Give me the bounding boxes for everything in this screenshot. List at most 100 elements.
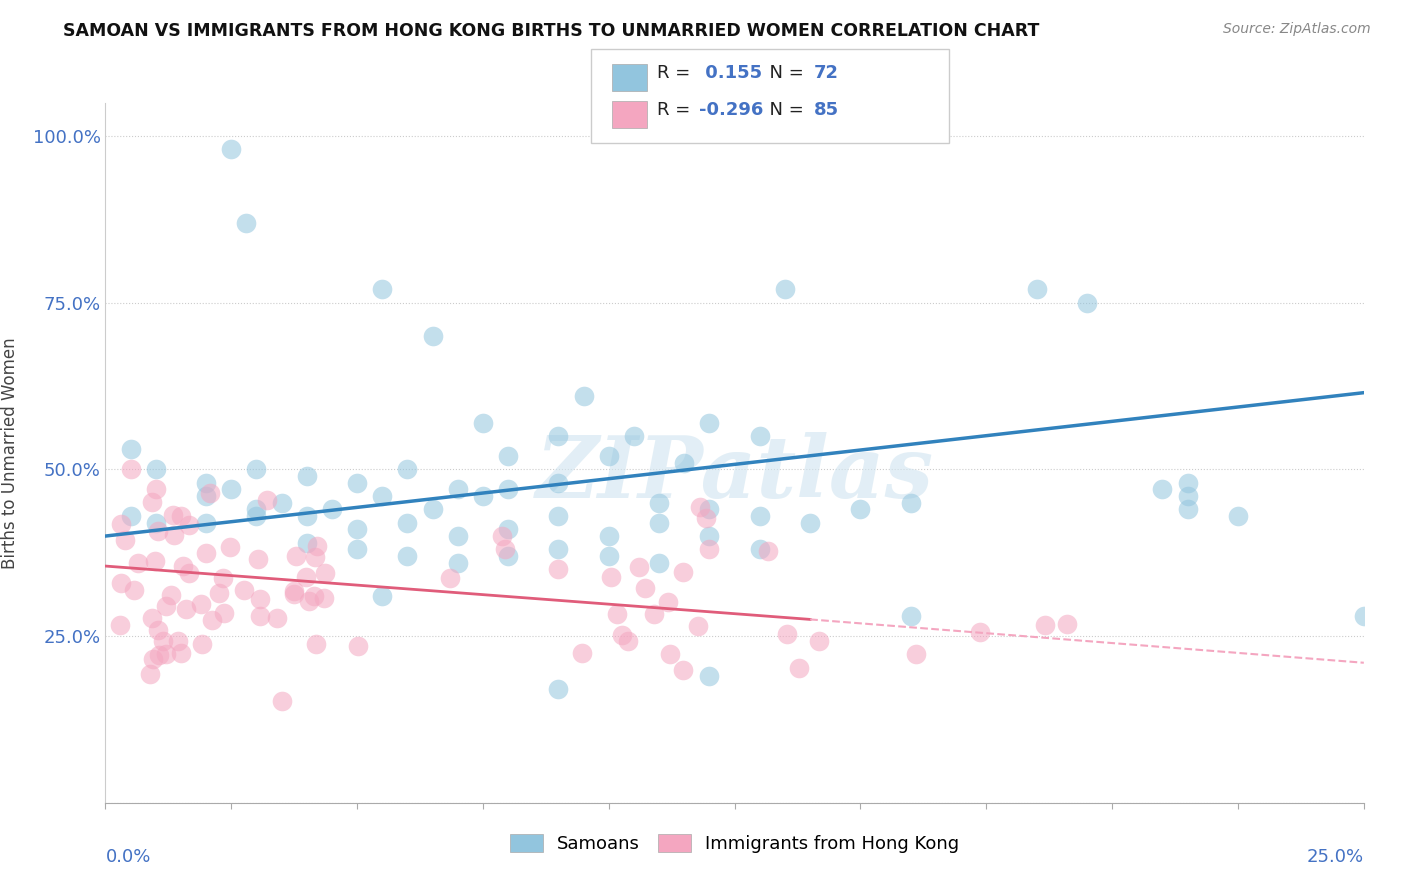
Point xyxy=(294,569,316,583)
Point xyxy=(172,559,194,574)
Point xyxy=(145,483,167,497)
Point xyxy=(314,566,336,581)
Point xyxy=(114,533,136,547)
Point xyxy=(491,528,513,542)
Point xyxy=(120,442,142,457)
Point xyxy=(160,588,183,602)
Point xyxy=(396,462,419,476)
Point xyxy=(170,509,193,524)
Point xyxy=(245,509,267,524)
Point xyxy=(547,509,569,524)
Legend: Samoans, Immigrants from Hong Kong: Samoans, Immigrants from Hong Kong xyxy=(503,827,966,860)
Point xyxy=(145,516,167,530)
Point xyxy=(143,554,166,568)
Point xyxy=(799,516,821,530)
Point xyxy=(174,602,197,616)
Point xyxy=(195,546,218,560)
Point xyxy=(120,462,142,476)
Point xyxy=(623,429,645,443)
Point xyxy=(748,429,770,443)
Point xyxy=(699,416,721,430)
Point xyxy=(776,626,799,640)
Point xyxy=(422,329,444,343)
Text: R =: R = xyxy=(657,101,696,119)
Point xyxy=(699,502,721,516)
Point xyxy=(110,575,132,590)
Point xyxy=(346,542,368,557)
Text: Source: ZipAtlas.com: Source: ZipAtlas.com xyxy=(1223,22,1371,37)
Point xyxy=(699,669,721,683)
Point xyxy=(1177,489,1199,503)
Point xyxy=(1076,295,1098,310)
Point xyxy=(371,489,394,503)
Point xyxy=(256,493,278,508)
Text: N =: N = xyxy=(758,101,810,119)
Point xyxy=(127,556,149,570)
Point xyxy=(212,606,235,620)
Point xyxy=(496,549,519,563)
Point xyxy=(1353,609,1375,624)
Point xyxy=(179,518,201,533)
Text: -0.296: -0.296 xyxy=(699,101,763,119)
Point xyxy=(1177,502,1199,516)
Point xyxy=(571,646,593,660)
Point xyxy=(245,462,267,476)
Point xyxy=(139,667,162,681)
Point xyxy=(162,508,184,522)
Text: N =: N = xyxy=(758,64,810,82)
Point xyxy=(166,633,188,648)
Point xyxy=(699,542,721,557)
Point xyxy=(295,469,318,483)
Text: 0.0%: 0.0% xyxy=(105,848,150,866)
Point xyxy=(634,581,657,595)
Point xyxy=(688,618,710,632)
Point xyxy=(628,559,651,574)
Point xyxy=(447,483,470,497)
Point xyxy=(758,544,780,558)
Point xyxy=(699,529,721,543)
Text: 25.0%: 25.0% xyxy=(1306,848,1364,866)
Point xyxy=(346,522,368,536)
Point xyxy=(748,509,770,524)
Point xyxy=(447,556,470,570)
Point xyxy=(657,595,679,609)
Point xyxy=(598,549,620,563)
Point xyxy=(471,489,495,503)
Point xyxy=(673,456,696,470)
Point xyxy=(617,634,640,648)
Point xyxy=(219,540,242,554)
Point xyxy=(671,663,693,677)
Point xyxy=(270,694,292,708)
Point xyxy=(547,475,569,490)
Point xyxy=(208,586,231,600)
Point xyxy=(177,566,200,580)
Point xyxy=(396,516,419,530)
Point xyxy=(120,509,142,524)
Point xyxy=(439,571,461,585)
Point xyxy=(672,565,695,579)
Point xyxy=(122,582,145,597)
Point xyxy=(219,142,242,156)
Point xyxy=(321,502,343,516)
Point xyxy=(648,516,671,530)
Point xyxy=(612,628,634,642)
Point xyxy=(155,599,177,614)
Point xyxy=(170,646,193,660)
Point xyxy=(108,617,131,632)
Point xyxy=(648,496,671,510)
Point xyxy=(195,489,218,503)
Point xyxy=(496,483,519,497)
Point xyxy=(471,416,495,430)
Point xyxy=(233,582,256,597)
Point xyxy=(371,589,394,603)
Point xyxy=(304,589,326,603)
Point xyxy=(190,597,212,611)
Point xyxy=(163,528,186,542)
Point xyxy=(141,494,163,508)
Point xyxy=(190,637,212,651)
Point xyxy=(900,496,922,510)
Point xyxy=(1226,509,1249,524)
Point xyxy=(748,542,770,557)
Point xyxy=(599,569,621,583)
Y-axis label: Births to Unmarried Women: Births to Unmarried Women xyxy=(0,337,18,568)
